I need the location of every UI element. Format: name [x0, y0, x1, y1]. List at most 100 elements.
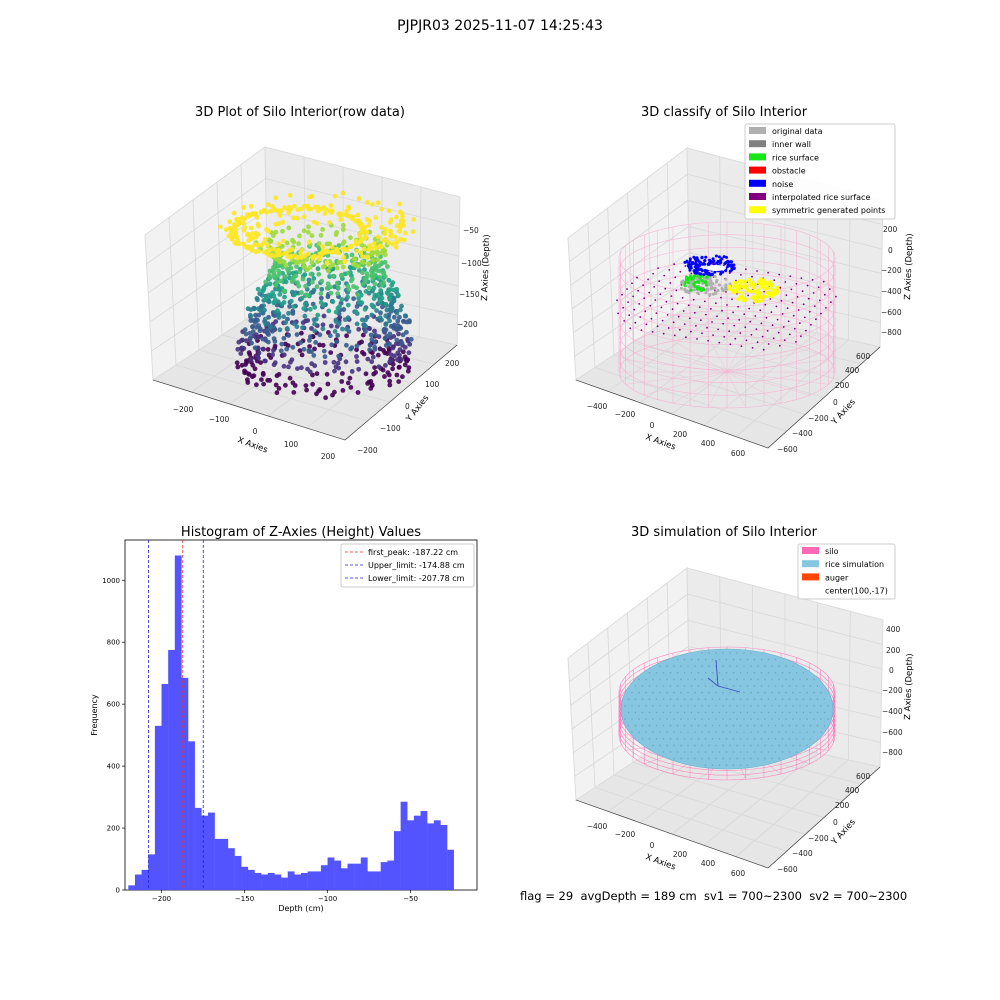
rice-surface-point: [693, 274, 697, 278]
data-point: [363, 371, 369, 377]
rice-grid-point: [704, 738, 707, 740]
data-point: [334, 339, 340, 345]
symmetric-point: [756, 287, 761, 292]
interpolated-point: [688, 317, 691, 320]
interpolated-point: [720, 296, 722, 299]
rice-grid-point: [743, 691, 745, 694]
noise-point: [696, 258, 699, 262]
rice-grid-point: [760, 672, 763, 674]
data-point: [271, 300, 277, 305]
y-tick-label: 200: [107, 825, 120, 833]
rice-grid-point: [764, 718, 766, 720]
data-point: [248, 312, 253, 318]
data-point: [348, 385, 354, 390]
rice-grid-point: [655, 672, 658, 674]
interpolated-point: [761, 335, 764, 338]
noise-point: [730, 263, 733, 267]
rice-grid-point: [743, 665, 745, 667]
rice-grid-point: [753, 698, 756, 700]
rice-grid-point: [809, 711, 812, 714]
x-axis-label: X Axies: [236, 435, 269, 455]
data-point: [292, 203, 297, 209]
rice-grid-point: [666, 678, 668, 681]
interpolated-point: [693, 311, 696, 314]
rice-grid-point: [659, 665, 661, 667]
data-point: [365, 381, 370, 386]
data-point: [278, 348, 284, 354]
data-point: [329, 244, 335, 250]
silo-spoke: [672, 371, 728, 404]
interpolated-point: [621, 293, 623, 296]
histogram-bar: [188, 741, 195, 890]
rice-grid-point: [743, 718, 745, 720]
x-tick-label: 200: [321, 452, 336, 461]
data-point: [329, 342, 335, 348]
rice-grid-point: [743, 705, 745, 707]
interpolated-point: [648, 291, 651, 294]
data-point: [251, 211, 257, 217]
rice-grid-point: [659, 718, 661, 720]
interpolated-point: [668, 269, 671, 271]
data-point: [276, 263, 282, 269]
legend-label: first_peak: -187.22 cm: [368, 548, 458, 557]
rice-grid-point: [690, 738, 693, 740]
data-point: [259, 377, 264, 382]
noise-point: [725, 255, 728, 259]
histogram-bar: [387, 860, 395, 890]
rice-grid-point: [634, 698, 637, 700]
rice-grid-point: [694, 691, 696, 694]
legend-label: rice simulation: [825, 560, 884, 569]
rice-grid-point: [799, 744, 801, 747]
interpolated-point: [801, 290, 804, 293]
rice-surface-point: [686, 281, 691, 285]
interpolated-point: [660, 306, 663, 309]
data-point: [298, 340, 304, 345]
interpolated-point: [636, 276, 638, 279]
rice-surface-point: [705, 275, 709, 279]
auger-line: [715, 659, 719, 687]
noise-point: [688, 257, 692, 261]
data-point: [327, 241, 332, 247]
z-tick-label: −600: [882, 728, 903, 737]
data-point: [235, 238, 241, 244]
x-axis: [152, 379, 346, 441]
rice-grid-point: [701, 718, 703, 720]
original-point: [689, 285, 693, 289]
data-point: [325, 294, 331, 300]
noise-point: [712, 259, 716, 263]
data-point: [341, 254, 347, 260]
data-point: [250, 374, 255, 380]
data-point: [377, 274, 383, 280]
data-point: [336, 243, 342, 249]
interpolated-point: [664, 287, 667, 290]
rice-grid-point: [778, 744, 780, 747]
rice-grid-point: [722, 652, 724, 654]
rice-grid-point: [795, 738, 798, 740]
rice-grid-point: [732, 658, 735, 661]
histogram-bar: [221, 838, 229, 890]
data-point: [404, 329, 409, 335]
rice-grid-point: [669, 711, 672, 714]
interpolated-point: [791, 301, 794, 304]
data-point: [271, 293, 277, 299]
data-point: [319, 286, 325, 292]
data-point: [386, 208, 392, 214]
data-point: [367, 243, 373, 249]
data-point: [244, 232, 250, 237]
rice-grid-point: [813, 705, 815, 707]
rice-grid-point: [645, 718, 647, 720]
data-point: [273, 229, 279, 235]
data-point: [265, 377, 271, 383]
data-point: [388, 233, 393, 239]
original-point: [683, 287, 687, 291]
rice-grid-point: [704, 764, 707, 766]
noise-point: [703, 262, 707, 266]
data-point: [340, 388, 346, 393]
rice-grid-point: [708, 665, 710, 667]
data-point: [309, 260, 315, 265]
interpolated-point: [698, 306, 701, 308]
rice-grid-point: [718, 672, 721, 674]
rice-grid-point: [655, 698, 658, 700]
interpolated-point: [616, 299, 618, 302]
interpolated-point: [681, 297, 684, 299]
